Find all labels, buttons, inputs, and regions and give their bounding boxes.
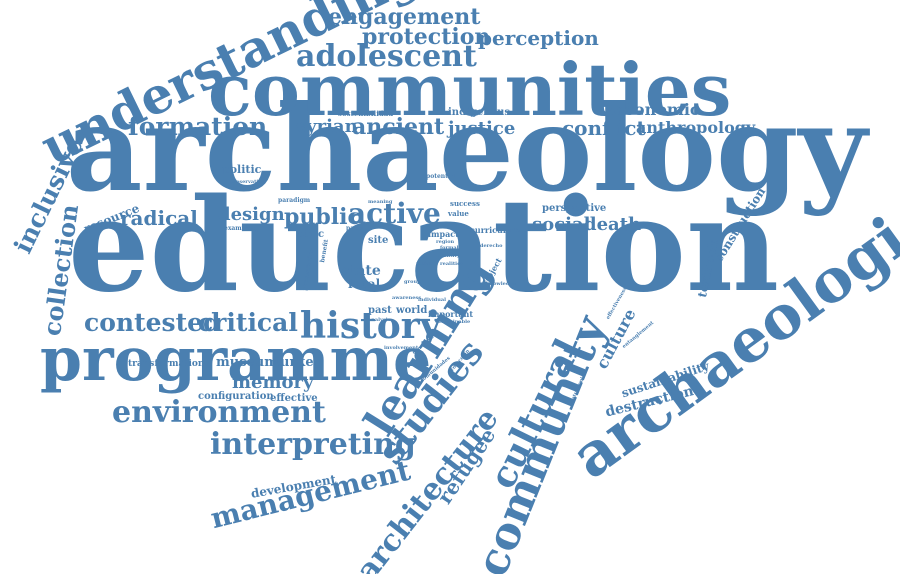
word-group: group <box>404 279 421 285</box>
word-pitfall: pitfall <box>416 261 433 267</box>
word-curriculum: curriculum <box>470 225 521 235</box>
word-active: active <box>348 197 441 230</box>
word-preservation: preservation <box>230 179 266 185</box>
word-radical: radical <box>120 206 198 230</box>
word-formation: formation <box>128 112 268 141</box>
word-history: history <box>300 305 441 347</box>
word-indigenous: indigenous <box>448 107 511 118</box>
word-effective: effective <box>270 393 318 404</box>
word-potential: potential <box>426 173 457 180</box>
word-involvement: involvement <box>384 345 419 351</box>
word-justice: justice <box>448 118 516 139</box>
word-paper: paper <box>346 225 366 232</box>
word-conflict: conflict <box>562 116 646 140</box>
word-analysis: analysis <box>368 317 391 323</box>
word-impact: impact <box>428 229 459 239</box>
word-transformation: transformation <box>128 359 205 369</box>
word-success: success <box>450 199 480 208</box>
word-economic: economic <box>614 100 700 119</box>
word-derecho: derecho <box>480 243 503 249</box>
word-museum: museum <box>216 355 279 370</box>
word-death: death <box>584 214 642 235</box>
word-politic: politic <box>222 163 262 176</box>
word-adolescent: adolescent <box>296 39 477 74</box>
word-communities: communities <box>208 47 732 132</box>
word-important: important <box>428 309 474 319</box>
word-ancient: ancient <box>352 114 445 140</box>
word-perception: perception <box>478 26 599 50</box>
word-design: design <box>218 204 285 225</box>
word-critical: critical <box>198 308 298 337</box>
word-contested: contested <box>84 308 221 337</box>
word-identity: identity <box>438 253 460 259</box>
word-management: management <box>207 453 414 536</box>
word-public: public <box>284 204 361 230</box>
word-knowledge: knowledge <box>486 281 516 287</box>
word-sostenibilidad: sostenibilidad <box>338 109 394 118</box>
word-environment: environment <box>112 395 326 430</box>
word-turkey: turkey <box>274 355 322 370</box>
word-site: site <box>368 235 389 246</box>
word-programme: programme <box>40 325 432 395</box>
word-realities: realities <box>440 261 464 267</box>
word-configuration: configuration <box>198 391 274 402</box>
word-formal: formal <box>440 245 459 251</box>
word-state: state <box>342 263 381 279</box>
word-social: social <box>532 214 591 235</box>
word-local: local <box>348 277 381 291</box>
word-region: region <box>436 239 455 245</box>
word-past: past <box>368 305 392 316</box>
word-paradigm: paradigm <box>278 197 311 204</box>
word-ethic: ethic <box>296 229 325 240</box>
word-engagement: engagement <box>328 4 481 30</box>
word-individual: individual <box>418 297 447 303</box>
word-world: world <box>396 305 428 316</box>
word-perspective: perspective <box>542 203 607 214</box>
word-protection: protection <box>362 24 491 50</box>
word-syrian: syrian <box>296 116 358 137</box>
word-awareness: awareness <box>392 295 422 301</box>
word-memory: memory <box>232 372 314 393</box>
word-sustainable: sustainable <box>438 319 471 325</box>
word-examining: examining <box>224 225 260 232</box>
word-education: education <box>68 171 780 321</box>
word-value: value <box>448 209 469 218</box>
word-meaning: meaning <box>368 199 393 205</box>
word-archaeology: archaeology <box>66 79 868 218</box>
word-anthropology: anthropology <box>636 118 756 137</box>
word-interpreting: interpreting <box>210 427 416 462</box>
